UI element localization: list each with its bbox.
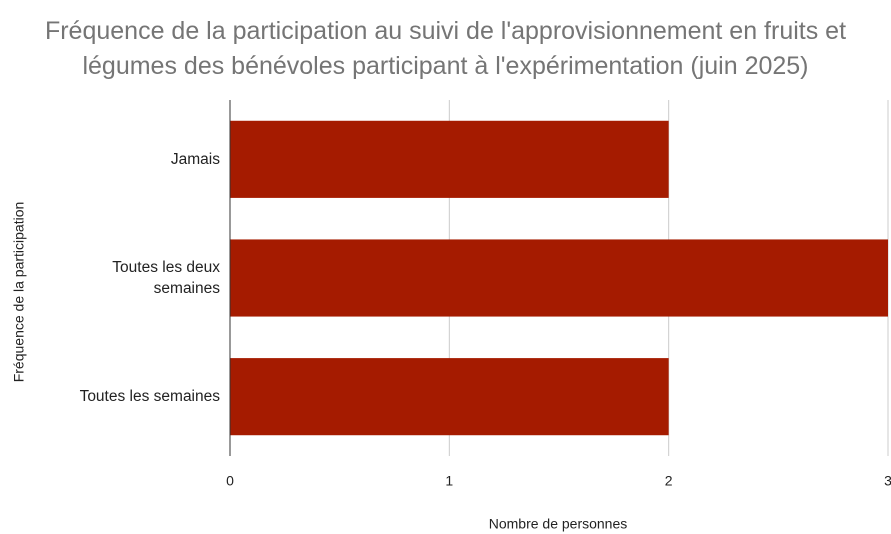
y-tick-label: Toutes les semaines: [79, 388, 220, 406]
y-axis-label: Fréquence de la participation: [11, 202, 27, 383]
y-tick-label-box: Toutes les semaines: [40, 337, 220, 456]
x-tick-label: 1: [445, 473, 453, 489]
x-axis-label: Nombre de personnes: [489, 516, 628, 532]
y-tick-label-box: Jamais: [40, 100, 220, 219]
bar: [230, 239, 888, 317]
y-tick-label: Jamais: [170, 150, 220, 168]
x-tick-label: 0: [226, 473, 234, 489]
x-tick-label: 2: [665, 473, 673, 489]
y-tick-label: Toutes les deux semaines: [112, 258, 220, 297]
chart-title: Fréquence de la participation au suivi d…: [44, 17, 847, 80]
x-tick-label: 3: [884, 473, 891, 489]
bar: [230, 120, 669, 198]
y-tick-label-box: Toutes les deux semaines: [40, 219, 220, 338]
bar: [230, 358, 669, 436]
